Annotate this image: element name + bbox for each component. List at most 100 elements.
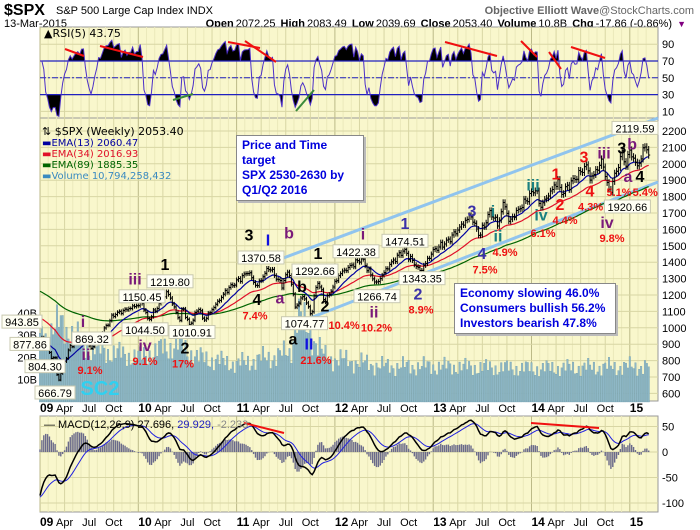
macd-histogram-bar xyxy=(623,444,625,453)
macd-histogram-bar xyxy=(627,445,629,453)
price-label-text: 1920.66 xyxy=(608,202,648,214)
macd-histogram-bar xyxy=(362,446,364,453)
rsi-title: ▲RSI(5) 43.75 xyxy=(44,27,121,40)
macd-histogram-bar xyxy=(504,448,506,453)
macd-histogram-bar xyxy=(568,452,571,455)
volume-bar xyxy=(392,368,395,403)
macd-histogram-bar xyxy=(277,452,279,459)
volume-bar xyxy=(534,375,537,403)
volume-bar xyxy=(453,364,455,403)
macd-histogram-bar xyxy=(360,445,363,453)
macd-histogram-bar xyxy=(266,452,268,454)
volume-bar xyxy=(367,370,370,403)
rsi-divergence-line xyxy=(548,51,562,70)
macd-histogram-bar xyxy=(71,435,73,453)
volume-bar xyxy=(509,361,512,403)
macd-histogram-bar xyxy=(158,452,160,457)
correction-percent-label: 4.9% xyxy=(492,247,517,259)
macd-histogram-bar xyxy=(540,452,542,456)
price-label: 2119.59 xyxy=(611,120,659,135)
price-label: 804.30 xyxy=(24,359,66,374)
volume-bar xyxy=(188,361,191,403)
macd-histogram-bar xyxy=(336,440,338,453)
volume-bar xyxy=(381,356,384,403)
macd-histogram-bar xyxy=(564,452,567,455)
volume-bar xyxy=(203,362,206,403)
macd-histogram-bar xyxy=(300,452,302,469)
macd-histogram-bar xyxy=(424,452,427,460)
volume-bar xyxy=(131,362,134,403)
macd-histogram-bar xyxy=(510,452,512,457)
volume-bar xyxy=(161,353,164,403)
macd-histogram-bar xyxy=(260,452,262,460)
macd-histogram-bar xyxy=(536,445,538,453)
volume-bar xyxy=(551,362,554,403)
upper-channel-line xyxy=(269,116,659,265)
volume-bar xyxy=(615,375,618,403)
volume-bar xyxy=(417,362,420,403)
volume-bar xyxy=(519,370,522,403)
volume-bar xyxy=(237,358,240,403)
macd-histogram-bar xyxy=(211,449,213,453)
price-axis-label: 900 xyxy=(662,339,680,351)
macd-histogram-bar xyxy=(468,444,470,453)
volume-bar xyxy=(93,354,96,403)
macd-histogram-bar xyxy=(390,448,393,453)
exchange: INDX xyxy=(186,5,213,17)
macd-histogram-bar xyxy=(152,452,155,463)
volume-bar xyxy=(252,359,255,403)
macd-histogram-bar xyxy=(621,443,623,453)
macd-histogram-bar xyxy=(133,451,136,453)
macd-histogram-bar xyxy=(398,443,400,453)
volume-bar xyxy=(528,371,531,403)
macd-histogram-bar xyxy=(511,452,514,458)
volume-bar xyxy=(471,374,474,403)
x-axis-label: Jul xyxy=(180,403,194,415)
sentiment-consumers: Consumers bullish 56.2% xyxy=(460,301,606,315)
volume-bar xyxy=(313,341,316,403)
volume-bar xyxy=(110,361,113,403)
macd-histogram-bar xyxy=(247,445,249,453)
volume-bar xyxy=(133,349,136,403)
macd-histogram-bar xyxy=(383,452,385,461)
x-axis-label: Apr xyxy=(253,403,270,415)
volume-bar xyxy=(643,360,646,403)
macd-histogram-bar xyxy=(251,450,253,453)
volume-bar xyxy=(437,361,440,403)
macd-histogram-bar xyxy=(389,451,391,453)
price-label-text: 1074.77 xyxy=(285,319,325,331)
wave-label: 3 xyxy=(245,228,254,245)
x-axis-label: Jul xyxy=(574,403,588,415)
volume-bar xyxy=(394,376,397,403)
macd-histogram-bar xyxy=(572,451,574,453)
macd-histogram-bar xyxy=(485,452,487,460)
macd-histogram-bar xyxy=(175,452,177,459)
volume-bar xyxy=(407,360,410,403)
volume-bar xyxy=(150,363,153,403)
macd-histogram-bar xyxy=(523,449,525,453)
volume-bar xyxy=(511,369,514,403)
macd-histogram-bar xyxy=(354,441,357,453)
macd-histogram-bar xyxy=(275,452,277,457)
macd-histogram-bar xyxy=(173,452,175,455)
volume-bar xyxy=(67,338,70,403)
sentiment-investors: Investors bearish 47.8% xyxy=(460,316,597,330)
macd-histogram-bar xyxy=(302,452,304,466)
volume-bar xyxy=(311,355,314,403)
macd-histogram-bar xyxy=(241,443,243,453)
volume-bar xyxy=(645,363,648,403)
volume-bar xyxy=(430,373,433,403)
price-label-text: 666.79 xyxy=(38,388,72,400)
volume-bar xyxy=(120,357,123,403)
wave-label: i xyxy=(81,314,85,331)
price-label: 1266.74 xyxy=(353,289,401,304)
price-label: 1370.58 xyxy=(237,250,285,265)
volume-bar xyxy=(177,349,179,403)
volume-bar xyxy=(360,352,363,403)
rsi-axis-label: 90 xyxy=(662,39,674,51)
macd-histogram-bar xyxy=(574,450,576,453)
macd-histogram-bar xyxy=(402,443,404,453)
volume-bar xyxy=(402,356,404,403)
macd-histogram-bar xyxy=(69,437,71,453)
correction-percent-label: 4.4% xyxy=(552,215,577,227)
